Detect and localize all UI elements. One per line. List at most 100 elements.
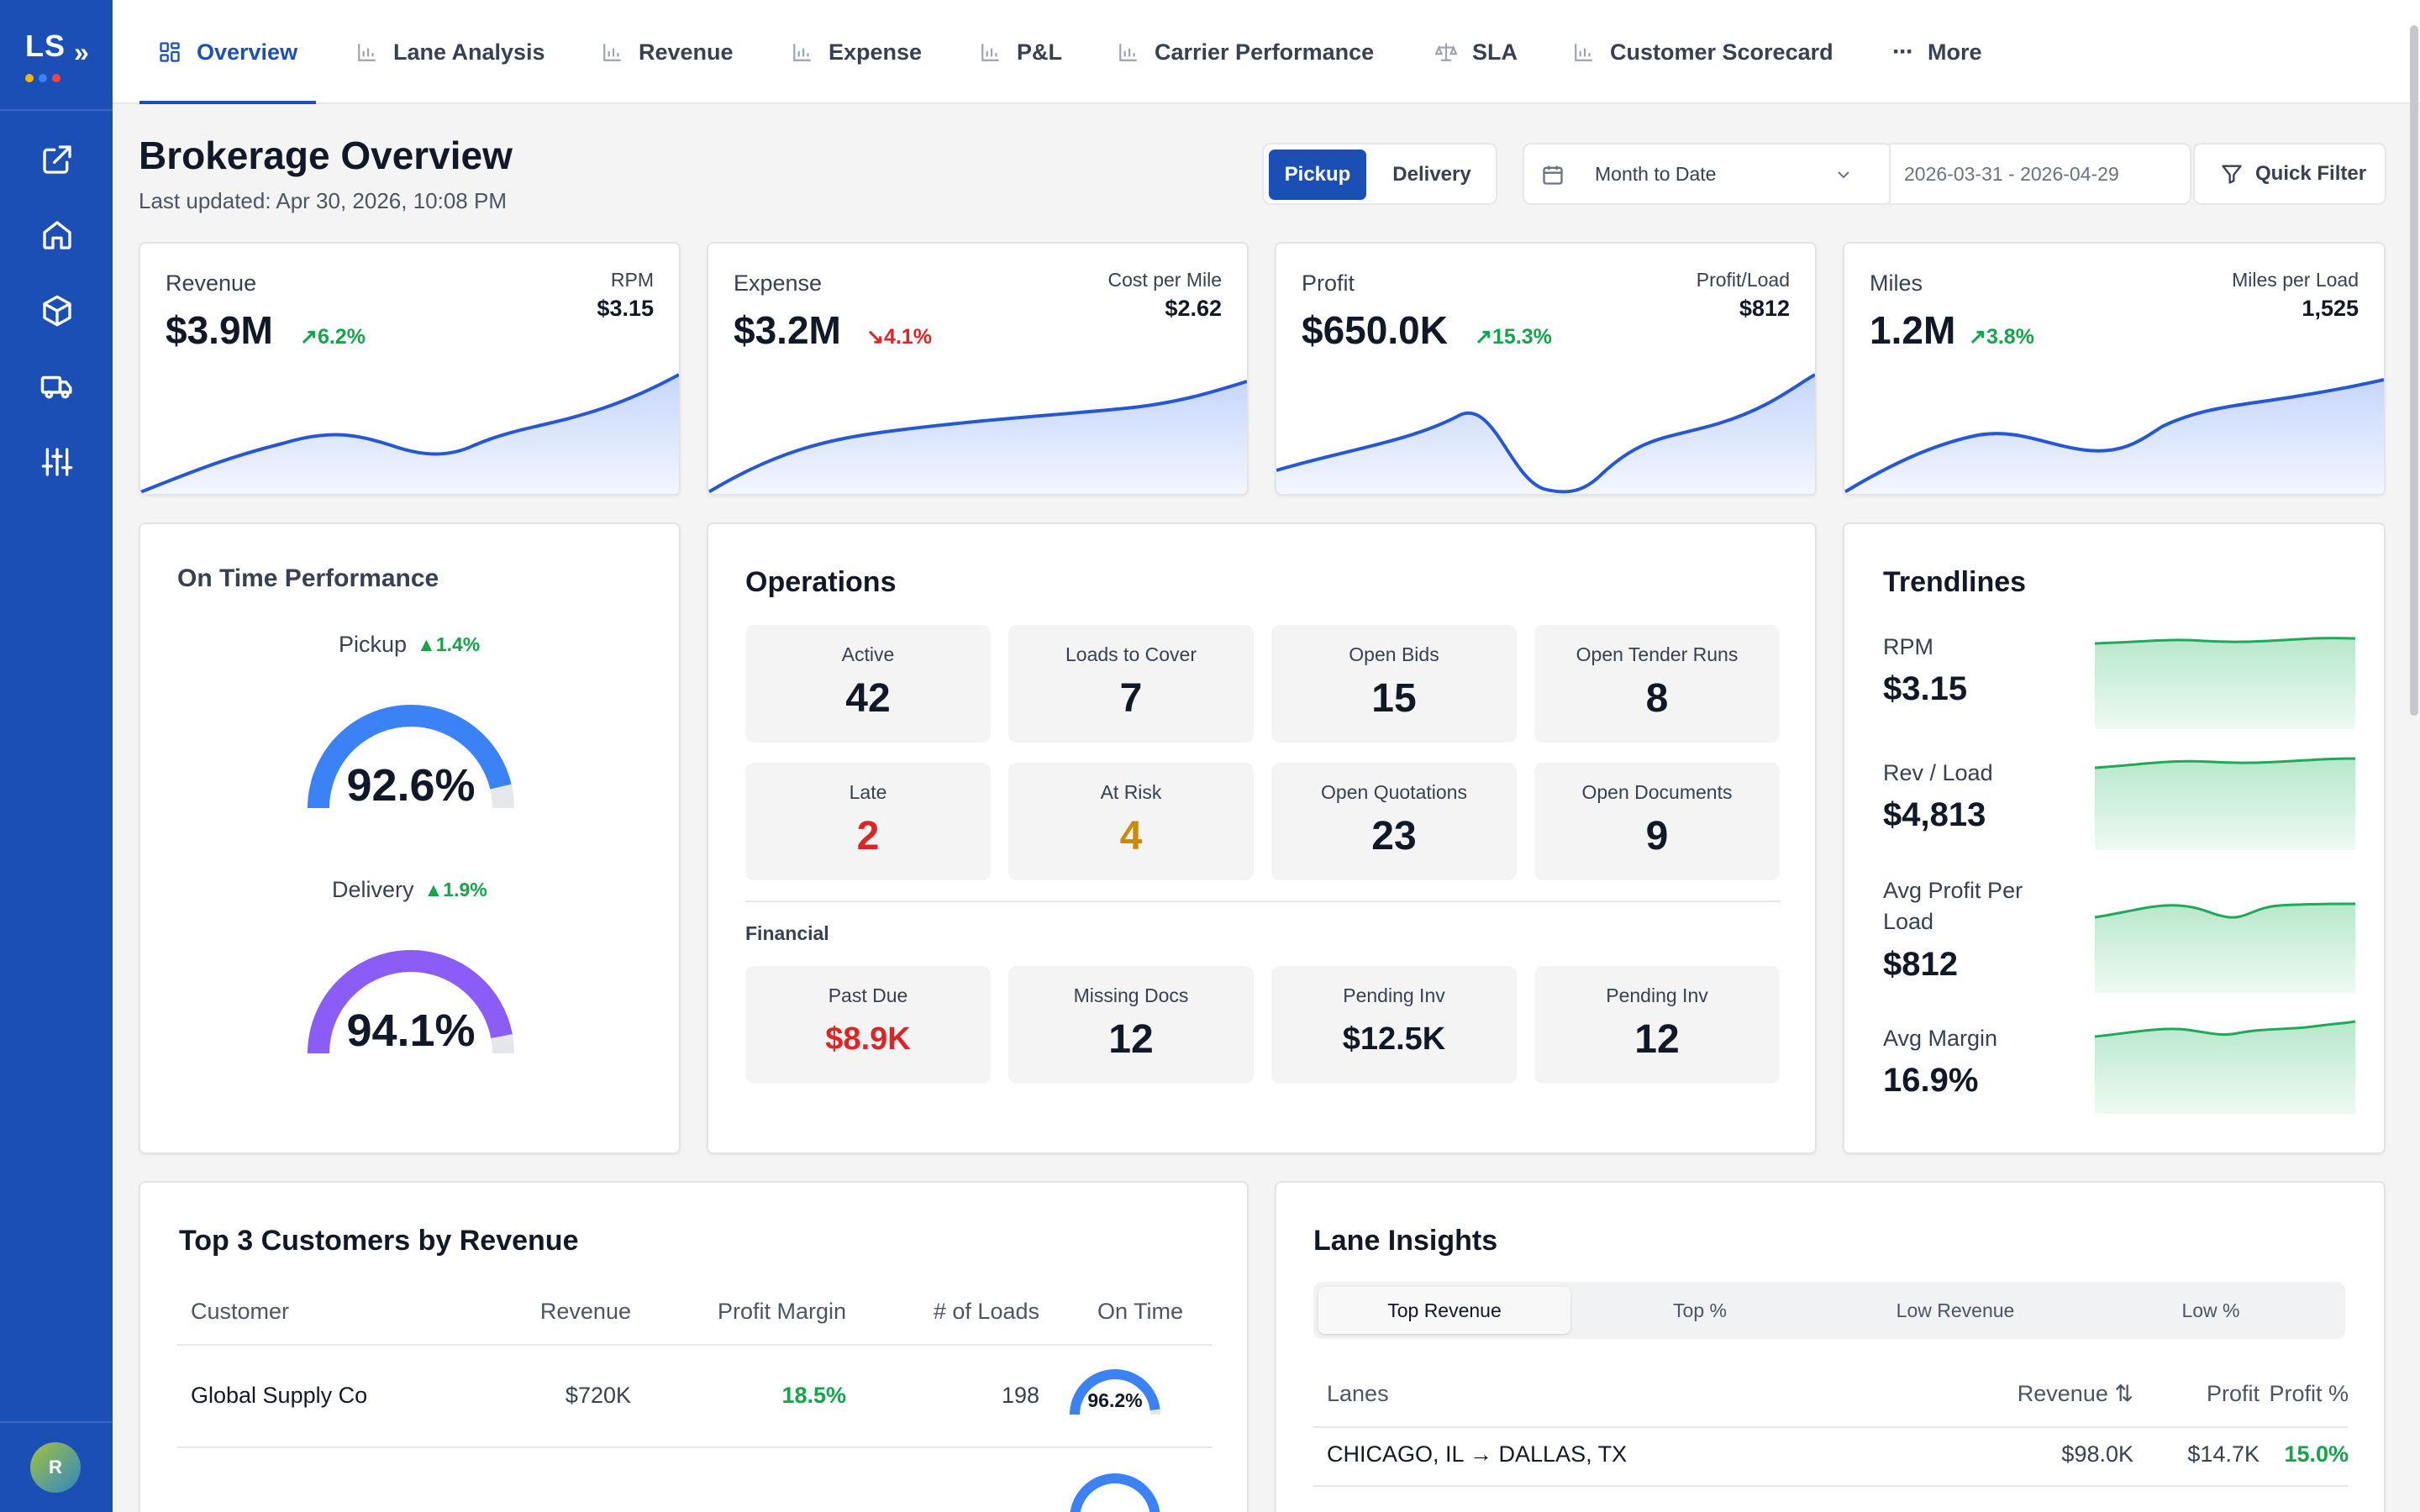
delivery-gauge-value: 94.1% [346, 1005, 476, 1056]
avatar[interactable]: R [30, 1442, 81, 1493]
delivery-button[interactable]: Delivery [1392, 163, 1471, 186]
table-divider [1313, 1485, 2349, 1487]
tab-revenue[interactable]: Revenue [602, 0, 734, 104]
trend-label: RPM [1883, 634, 1933, 659]
expense-sparkline [708, 380, 1247, 494]
delta-up: ▲1.4% [417, 633, 481, 655]
col-header-lane-profit-pct[interactable]: Profit % [2269, 1381, 2349, 1406]
tab-more[interactable]: ··· More [1892, 0, 1982, 104]
table-divider [177, 1446, 1213, 1448]
col-header-on-time[interactable]: On Time [1097, 1299, 1184, 1324]
col-header-lane-profit[interactable]: Profit [2206, 1381, 2260, 1406]
customer-on-time-gauge [1070, 1369, 1160, 1415]
tab-top-percent[interactable]: Top % [1673, 1299, 1727, 1321]
ops-tile-open-bids[interactable]: Open Bids 15 [1271, 625, 1517, 743]
kpi-delta: ↗15.3% [1475, 325, 1552, 349]
fin-tile-past-due[interactable]: Past Due $8.9K [745, 966, 991, 1084]
kpi-sub-value: $3.15 [597, 296, 654, 321]
ops-tile-at-risk[interactable]: At Risk 4 [1008, 763, 1254, 880]
col-header-loads[interactable]: # of Loads [933, 1299, 1039, 1324]
delivery-gauge-label: Delivery ▲1.9% [332, 877, 487, 902]
triangle-up-icon: ▲ [417, 633, 436, 655]
kpi-card-profit[interactable]: Profit $650.0K ↗15.3% Profit/Load $812 [1275, 242, 1817, 496]
kpi-card-revenue[interactable]: Revenue $3.9M ↗6.2% RPM $3.15 [139, 242, 681, 496]
profit-sparkline [1276, 373, 1815, 494]
quick-filter-label: Quick Filter [2255, 162, 2367, 185]
package-icon[interactable] [39, 292, 76, 329]
truck-icon[interactable] [39, 368, 76, 405]
date-range-input[interactable]: 2026-03-31 - 2026-04-29 [1889, 143, 2191, 205]
on-time-title: On Time Performance [177, 564, 439, 592]
col-header-lane-revenue[interactable]: Revenue ⇅ [2017, 1381, 2133, 1406]
kpi-sub-label: RPM [610, 269, 654, 291]
tab-low-revenue[interactable]: Low Revenue [1896, 1299, 2015, 1321]
customer-loads: 198 [1001, 1383, 1039, 1408]
bar-chart-icon [603, 44, 621, 61]
trend-label: Avg Margin [1883, 1026, 1998, 1051]
tab-expense[interactable]: Expense [792, 0, 922, 104]
ops-tile-open-tender-runs[interactable]: Open Tender Runs 8 [1534, 625, 1780, 743]
operations-title: Operations [745, 566, 897, 598]
ops-tile-open-documents[interactable]: Open Documents 9 [1534, 763, 1780, 880]
date-preset-select[interactable]: Month to Date [1523, 143, 1892, 205]
scale-icon [1435, 43, 1457, 61]
kpi-title: Expense [734, 270, 823, 296]
rev-per-load-trend-sparkline [2095, 757, 2355, 850]
delivery-gauge [308, 950, 514, 1054]
fin-tile-pending-inv-count[interactable]: Pending Inv 12 [1534, 966, 1780, 1084]
fin-tile-missing-docs[interactable]: Missing Docs 12 [1008, 966, 1254, 1084]
ops-tile-open-quotations[interactable]: Open Quotations 23 [1271, 763, 1517, 880]
on-time-performance-card: On Time Performance Pickup ▲1.4% 92.6% De… [139, 522, 681, 1154]
operations-divider [745, 900, 1781, 902]
trendlines-title: Trendlines [1883, 566, 2027, 598]
pickup-button[interactable]: Pickup [1269, 150, 1366, 200]
col-header-customer[interactable]: Customer [191, 1299, 290, 1324]
col-header-revenue[interactable]: Revenue [539, 1299, 631, 1324]
tab-pl[interactable]: P&L [980, 0, 1062, 104]
calendar-icon [1543, 165, 1563, 185]
pickup-delivery-toggle: Pickup Delivery [1262, 143, 1497, 205]
kpi-sub-label: Miles per Load [2232, 269, 2359, 291]
tab-label: More [1927, 39, 1982, 65]
ops-tile-active[interactable]: Active 42 [745, 625, 991, 743]
lane-insights-card: Lane Insights Top Revenue Top % Low Reve… [1275, 1181, 2386, 1512]
ops-tile-loads-to-cover[interactable]: Loads to Cover 7 [1008, 625, 1254, 743]
tab-label: P&L [1017, 39, 1062, 65]
sidebar-divider [0, 1421, 113, 1423]
tab-low-percent[interactable]: Low % [2181, 1299, 2240, 1321]
page-title: Brokerage Overview [139, 134, 513, 177]
pickup-gauge-label: Pickup ▲1.4% [339, 632, 481, 657]
pickup-gauge-value: 92.6% [346, 760, 476, 811]
customer-on-time-gauge [1070, 1473, 1160, 1512]
col-header-lanes[interactable]: Lanes [1327, 1381, 1389, 1406]
kpi-card-miles[interactable]: Miles 1.2M ↗3.8% Miles per Load 1,525 [1843, 242, 2386, 496]
tab-overview[interactable]: Overview [139, 0, 317, 104]
lane-revenue: $98.0K [2061, 1441, 2133, 1467]
expand-sidebar-icon[interactable]: » [74, 37, 89, 67]
external-link-icon[interactable] [39, 141, 76, 178]
customer-revenue: $720K [565, 1383, 631, 1408]
lane-name: CHICAGO, IL → DALLAS, TX [1327, 1441, 1628, 1467]
fin-tile-pending-inv-amount[interactable]: Pending Inv $12.5K [1271, 966, 1517, 1084]
tab-carrier-performance[interactable]: Carrier Performance [1118, 0, 1374, 104]
quick-filter-button[interactable]: Quick Filter [2193, 143, 2386, 205]
pickup-gauge [308, 705, 514, 809]
avg-profit-trend-sparkline [2095, 902, 2355, 993]
tab-label: Customer Scorecard [1610, 39, 1833, 65]
scrollbar-thumb[interactable] [2410, 25, 2418, 716]
trend-value: $4,813 [1883, 796, 1986, 833]
bar-chart-icon [1575, 44, 1592, 61]
trend-label: Avg Profit Per Load [1883, 878, 2023, 934]
col-header-profit-margin[interactable]: Profit Margin [717, 1299, 846, 1324]
tab-sla[interactable]: SLA [1435, 0, 1518, 104]
delta-up: ▲1.9% [424, 879, 487, 900]
tab-top-revenue[interactable]: Top Revenue [1318, 1287, 1570, 1334]
tab-lane-analysis[interactable]: Lane Analysis [356, 0, 545, 104]
kpi-card-expense[interactable]: Expense $3.2M ↘4.1% Cost per Mile $2.62 [707, 242, 1249, 496]
home-icon[interactable] [39, 217, 76, 254]
kpi-delta: ↘4.1% [866, 325, 932, 349]
bar-chart-icon [1119, 44, 1137, 61]
ops-tile-late[interactable]: Late 2 [745, 763, 991, 880]
tab-customer-scorecard[interactable]: Customer Scorecard [1573, 0, 1833, 104]
sliders-icon[interactable] [39, 444, 76, 480]
